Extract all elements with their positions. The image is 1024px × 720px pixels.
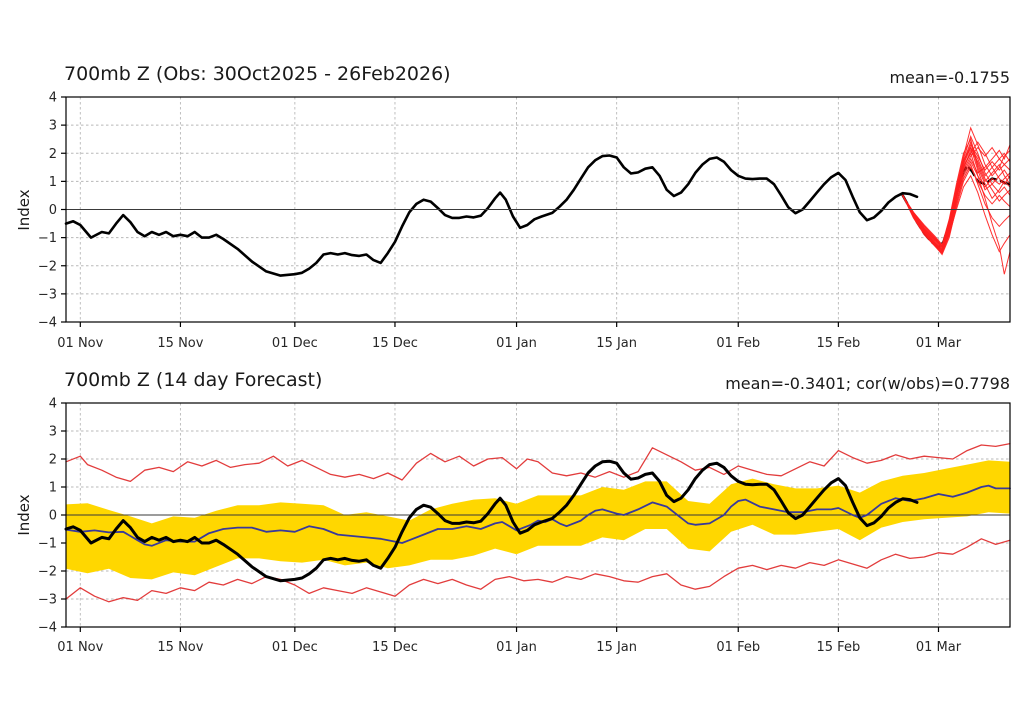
ensemble-member-line	[902, 149, 1011, 249]
y-tick-label: −3	[38, 287, 57, 302]
x-tick-label: 01 Dec	[272, 640, 318, 655]
x-tick-label: 15 Jan	[596, 336, 637, 351]
ensemble-member-line	[902, 134, 1011, 250]
y-tick-label: −4	[38, 316, 57, 331]
y-tick-label: 2	[49, 453, 57, 468]
x-tick-label: 01 Mar	[916, 336, 962, 351]
observed-index-line	[64, 154, 919, 277]
forecast-panel-title: 700mb Z (14 day Forecast)	[64, 369, 323, 391]
y-tick-label: 1	[49, 175, 57, 190]
y-tick-label: 1	[49, 481, 57, 496]
x-tick-label: 15 Dec	[372, 336, 418, 351]
ensemble-member-line	[902, 174, 1011, 253]
x-tick-label: 01 Mar	[916, 640, 962, 655]
x-tick-label: 01 Feb	[716, 336, 760, 351]
x-tick-label: 15 Nov	[157, 640, 203, 655]
y-tick-label: −4	[38, 621, 57, 636]
y-tick-label: 4	[49, 91, 57, 106]
x-tick-label: 15 Feb	[817, 336, 861, 351]
y-tick-label: −1	[38, 231, 57, 246]
x-tick-label: 01 Jan	[496, 640, 537, 655]
series-group	[64, 442, 1011, 603]
y-tick-label: 0	[49, 203, 57, 218]
y-tick-label: 2	[49, 147, 57, 162]
obs-panel-title: 700mb Z (Obs: 30Oct2025 - 26Feb2026)	[64, 63, 451, 85]
x-tick-label: 01 Dec	[272, 336, 318, 351]
y-tick-label: 3	[49, 119, 57, 134]
x-tick-label: 01 Nov	[57, 336, 103, 351]
ensemble-envelope-lower-line	[65, 538, 1011, 603]
y-tick-label: 4	[49, 397, 57, 412]
obs-mean-annotation: mean=-0.1755	[889, 68, 1010, 87]
y-tick-label: −2	[38, 259, 57, 274]
y-tick-label: −3	[38, 593, 57, 608]
y-tick-label: 3	[49, 425, 57, 440]
obs-panel: 01 Nov 15 Nov 01 Dec 15 Dec 01 Jan 15 Jan 01 F…	[38, 91, 1012, 352]
forecast-mean-cor-annotation: mean=-0.3401; cor(w/obs)=0.7798	[725, 374, 1010, 393]
ensemble-member-line	[902, 152, 1011, 275]
x-tick-label: 15 Nov	[157, 336, 203, 351]
tick-labels: 01 Nov 15 Nov 01 Dec 15 Dec 01 Jan 15 Jan 01 F…	[38, 397, 962, 656]
forecast-panel: 01 Nov 15 Nov 01 Dec 15 Dec 01 Jan 15 Jan 01 F…	[38, 397, 1011, 656]
ensemble-envelope-upper-line	[65, 442, 1011, 483]
x-tick-label: 01 Jan	[496, 336, 537, 351]
y-tick-label: 0	[49, 509, 57, 524]
series-group	[64, 126, 1012, 277]
ensemble-members	[902, 126, 1011, 275]
ensemble-member-line	[902, 160, 1011, 254]
x-tick-label: 01 Feb	[716, 640, 760, 655]
y-tick-label: −2	[38, 565, 57, 580]
x-tick-label: 15 Jan	[596, 640, 637, 655]
x-tick-label: 01 Nov	[57, 640, 103, 655]
tick-labels: 01 Nov 15 Nov 01 Dec 15 Dec 01 Jan 15 Jan 01 F…	[38, 91, 962, 352]
y-tick-label: −1	[38, 537, 57, 552]
forecast-ensemble-mean-line	[65, 484, 1011, 547]
ensemble-member-line	[902, 143, 1011, 248]
x-tick-label: 15 Feb	[817, 640, 861, 655]
observed-index-line	[64, 459, 919, 583]
x-tick-label: 15 Dec	[372, 640, 418, 655]
ensemble-member-line	[902, 163, 1011, 255]
